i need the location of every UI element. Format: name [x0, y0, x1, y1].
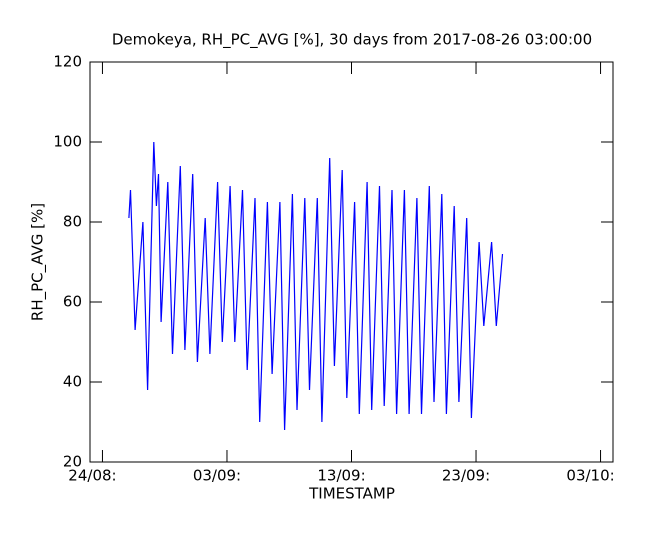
y-tick-label: 20 — [63, 453, 82, 471]
y-tick-label: 60 — [63, 293, 82, 311]
y-tick-label: 80 — [63, 213, 82, 231]
y-tick-label: 120 — [53, 53, 82, 71]
x-tick-label: 13/09: — [317, 467, 365, 485]
x-tick-label: 03/10: — [566, 467, 614, 485]
y-tick-label: 40 — [63, 373, 82, 391]
x-tick-label: 24/08: — [68, 467, 116, 485]
y-tick-label: 100 — [53, 133, 82, 151]
chart-title: Demokeya, RH_PC_AVG [%], 30 days from 20… — [112, 31, 592, 50]
plot-frame — [89, 61, 614, 463]
data-line — [128, 141, 504, 431]
x-tick-label: 23/09: — [442, 467, 490, 485]
x-axis-label: TIMESTAMP — [308, 485, 395, 503]
y-axis-label: RH_PC_AVG [%] — [29, 203, 48, 321]
x-tick-label: 03/09: — [193, 467, 241, 485]
